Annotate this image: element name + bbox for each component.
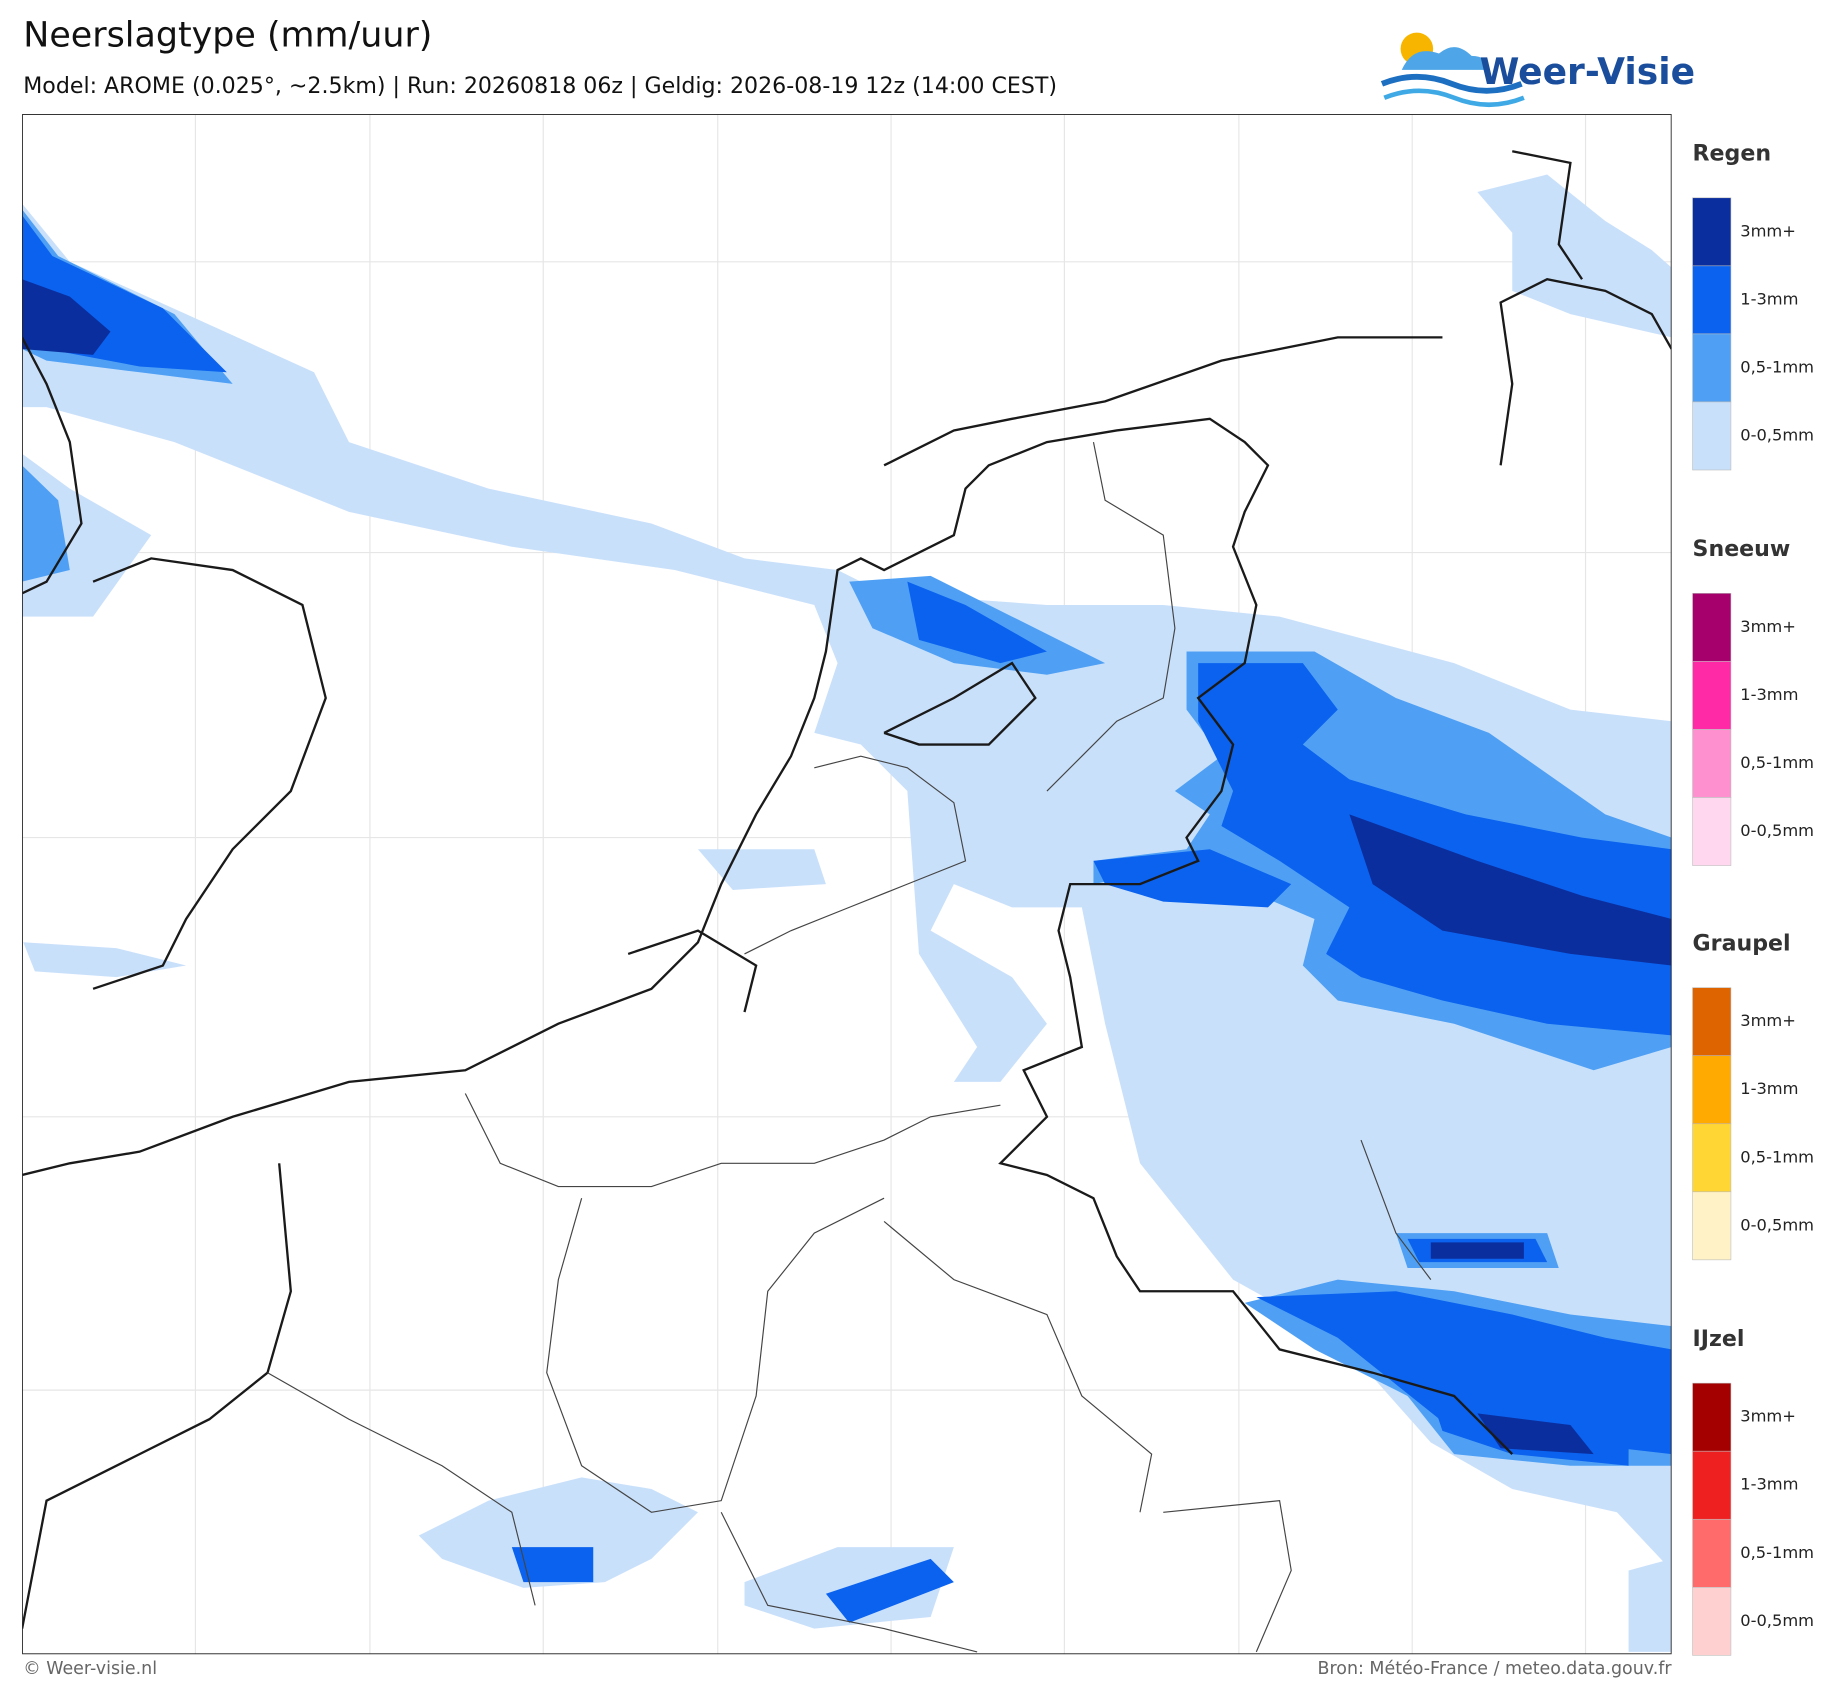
legend-label: 0-0,5mm (1740, 1215, 1814, 1234)
legend-swatch (1692, 593, 1732, 662)
subtitle: Model: AROME (0.025°, ~2.5km) | Run: 202… (23, 73, 1057, 99)
legend-title: Regen (1693, 141, 1772, 167)
legend-swatch (1692, 1055, 1732, 1125)
legend-swatch (1692, 401, 1732, 471)
legend-swatch (1692, 1450, 1732, 1520)
legend-label: 1-3mm (1740, 1079, 1798, 1098)
legend-label: 0-0,5mm (1740, 1611, 1814, 1630)
legend-label: 3mm+ (1740, 221, 1796, 240)
legend-swatch (1692, 197, 1732, 267)
legend-swatch (1692, 1518, 1732, 1588)
legend-label: 1-3mm (1740, 685, 1798, 704)
legend-label: 0-0,5mm (1740, 425, 1814, 444)
borders (267, 441, 1432, 1653)
legend-label: 1-3mm (1740, 1475, 1798, 1494)
legend-label: 0,5-1mm (1740, 753, 1814, 772)
legend-swatch (1692, 1191, 1732, 1261)
legend-swatch (1692, 333, 1732, 403)
legend-title: IJzel (1693, 1326, 1745, 1352)
title: Neerslagtype (mm/uur) (23, 16, 432, 56)
legend-swatch (1692, 265, 1732, 335)
legend-swatch (1692, 987, 1732, 1056)
legend-title: Sneeuw (1693, 536, 1791, 562)
legend-label: 3mm+ (1740, 617, 1796, 636)
legend-swatch (1692, 1587, 1732, 1656)
legend-swatch (1692, 661, 1732, 730)
precipitation (22, 174, 1672, 1652)
footer-left: © Weer-visie.nl (23, 1659, 157, 1679)
legend-swatch (1692, 797, 1732, 866)
legend-label: 0,5-1mm (1740, 1147, 1814, 1166)
legend-title: Graupel (1693, 930, 1791, 956)
logo-text: Weer-Visie (1480, 51, 1695, 93)
legend-swatch (1692, 729, 1732, 798)
legend-label: 3mm+ (1740, 1011, 1796, 1030)
logo: Weer-Visie (1380, 32, 1695, 107)
legend-label: 0-0,5mm (1740, 821, 1814, 840)
map (22, 114, 1672, 1655)
legend-swatch (1692, 1382, 1732, 1452)
legend-label: 1-3mm (1740, 289, 1798, 308)
coastline (22, 150, 1672, 1629)
legend-label: 0,5-1mm (1740, 357, 1814, 376)
legend-label: 0,5-1mm (1740, 1543, 1814, 1562)
legend-label: 3mm+ (1740, 1407, 1796, 1426)
legend: Regen 3mm+ 1-3mm 0,5-1mm 0-0,5mm Sneeuw 3mm+ 1-… (1692, 141, 1814, 1656)
footer-right: Bron: Météo-France / meteo.data.gouv.fr (1318, 1659, 1673, 1679)
legend-swatch (1692, 1123, 1732, 1193)
